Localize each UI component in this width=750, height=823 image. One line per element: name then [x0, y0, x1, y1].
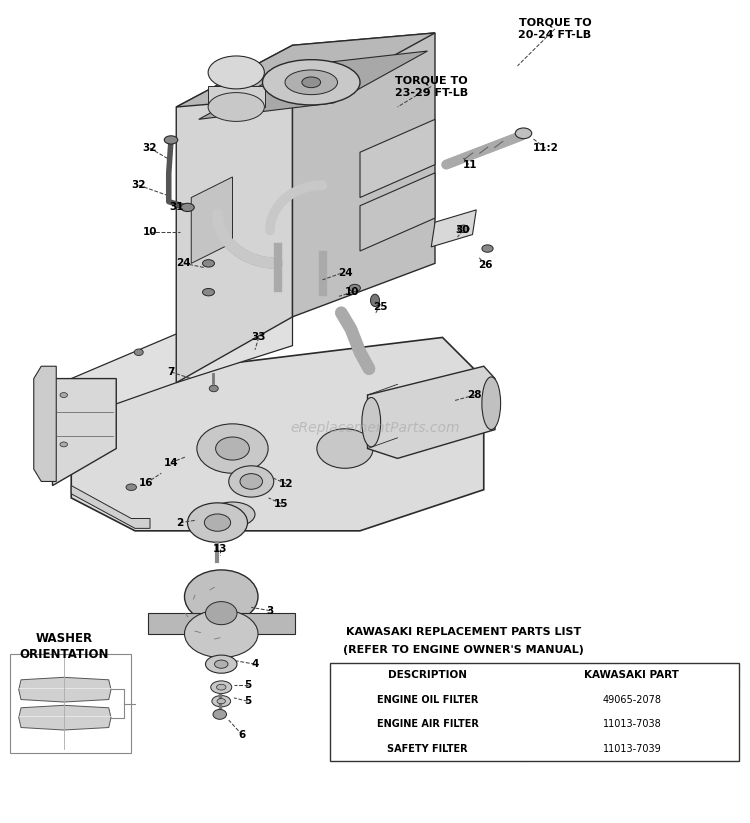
Ellipse shape: [302, 77, 321, 88]
Polygon shape: [71, 486, 150, 528]
Ellipse shape: [262, 60, 360, 105]
Ellipse shape: [240, 474, 262, 490]
Text: 11013-7039: 11013-7039: [602, 744, 662, 754]
Text: 32: 32: [142, 143, 158, 153]
Text: eReplacementParts.com: eReplacementParts.com: [290, 421, 460, 435]
Ellipse shape: [208, 93, 264, 122]
Ellipse shape: [202, 289, 214, 296]
Polygon shape: [71, 296, 292, 420]
Bar: [10, 654, 131, 753]
Polygon shape: [71, 337, 484, 531]
Text: ENGINE OIL FILTER: ENGINE OIL FILTER: [376, 695, 478, 704]
Polygon shape: [368, 366, 495, 458]
Text: SAFETY FILTER: SAFETY FILTER: [387, 744, 468, 754]
Ellipse shape: [209, 385, 218, 392]
Text: 5: 5: [244, 696, 251, 706]
Ellipse shape: [60, 393, 68, 398]
Ellipse shape: [206, 602, 237, 625]
Ellipse shape: [204, 514, 230, 532]
Text: 12: 12: [279, 479, 294, 489]
Text: 28: 28: [467, 390, 482, 400]
Text: 10: 10: [345, 287, 360, 297]
Ellipse shape: [229, 466, 274, 497]
Text: WASHER
ORIENTATION: WASHER ORIENTATION: [19, 631, 109, 661]
Ellipse shape: [216, 437, 249, 460]
Polygon shape: [19, 705, 111, 730]
Text: 6: 6: [238, 730, 246, 740]
Ellipse shape: [349, 285, 360, 292]
Ellipse shape: [213, 709, 226, 719]
Ellipse shape: [217, 685, 226, 690]
Ellipse shape: [188, 503, 248, 542]
Text: 26: 26: [478, 260, 493, 270]
Text: 3: 3: [266, 606, 274, 616]
Text: 10: 10: [142, 227, 158, 237]
Text: 4: 4: [251, 659, 259, 669]
Text: 24: 24: [338, 268, 352, 278]
Ellipse shape: [214, 660, 228, 668]
Ellipse shape: [211, 681, 232, 694]
Ellipse shape: [208, 56, 264, 89]
Text: 24: 24: [176, 258, 191, 268]
Bar: [330, 663, 739, 761]
Ellipse shape: [482, 377, 501, 430]
Text: DESCRIPTION: DESCRIPTION: [388, 670, 467, 680]
Polygon shape: [360, 173, 435, 251]
Ellipse shape: [210, 502, 255, 527]
Ellipse shape: [285, 70, 338, 95]
Text: 30: 30: [455, 226, 470, 235]
Ellipse shape: [362, 398, 380, 447]
Text: 13: 13: [212, 544, 227, 554]
Polygon shape: [208, 86, 265, 107]
Polygon shape: [191, 177, 232, 263]
Polygon shape: [53, 379, 116, 486]
Text: ENGINE AIR FILTER: ENGINE AIR FILTER: [376, 719, 478, 729]
Text: 11013-7038: 11013-7038: [602, 719, 662, 729]
Text: 15: 15: [274, 499, 289, 509]
Ellipse shape: [458, 226, 470, 233]
Polygon shape: [199, 51, 427, 119]
Ellipse shape: [164, 136, 178, 144]
Ellipse shape: [184, 610, 258, 658]
Text: 32: 32: [131, 180, 146, 190]
Ellipse shape: [211, 695, 231, 707]
Text: 2: 2: [176, 518, 184, 528]
Text: (REFER TO ENGINE OWNER'S MANUAL): (REFER TO ENGINE OWNER'S MANUAL): [343, 645, 584, 655]
Text: 11:2: 11:2: [532, 143, 558, 153]
Text: 31: 31: [169, 202, 184, 212]
Ellipse shape: [316, 429, 374, 468]
Polygon shape: [148, 613, 295, 634]
Text: TORQUE TO
20-24 FT-LB: TORQUE TO 20-24 FT-LB: [518, 17, 592, 40]
Text: 16: 16: [139, 478, 154, 488]
Ellipse shape: [202, 260, 214, 267]
Ellipse shape: [134, 349, 143, 356]
Ellipse shape: [60, 442, 68, 447]
Ellipse shape: [482, 245, 494, 253]
Text: 5: 5: [244, 680, 251, 690]
Polygon shape: [34, 366, 56, 481]
Polygon shape: [292, 33, 435, 317]
Polygon shape: [19, 677, 111, 702]
Ellipse shape: [181, 203, 194, 212]
Ellipse shape: [515, 128, 532, 139]
Text: 14: 14: [164, 458, 178, 467]
Ellipse shape: [206, 655, 237, 673]
Ellipse shape: [184, 570, 258, 624]
Ellipse shape: [370, 295, 380, 307]
Text: TORQUE TO
23-29 FT-LB: TORQUE TO 23-29 FT-LB: [394, 75, 468, 98]
Text: KAWASAKI REPLACEMENT PARTS LIST: KAWASAKI REPLACEMENT PARTS LIST: [346, 627, 581, 637]
Text: 49065-2078: 49065-2078: [602, 695, 662, 704]
Ellipse shape: [196, 424, 268, 473]
Polygon shape: [176, 33, 435, 107]
Text: 33: 33: [251, 332, 266, 342]
Text: 25: 25: [373, 302, 388, 312]
Polygon shape: [431, 210, 476, 247]
Text: KAWASAKI PART: KAWASAKI PART: [584, 670, 680, 680]
Text: 11: 11: [463, 160, 478, 170]
Polygon shape: [360, 119, 435, 198]
Ellipse shape: [217, 699, 226, 704]
Polygon shape: [176, 45, 292, 383]
Ellipse shape: [126, 484, 136, 491]
Text: 7: 7: [167, 367, 175, 377]
